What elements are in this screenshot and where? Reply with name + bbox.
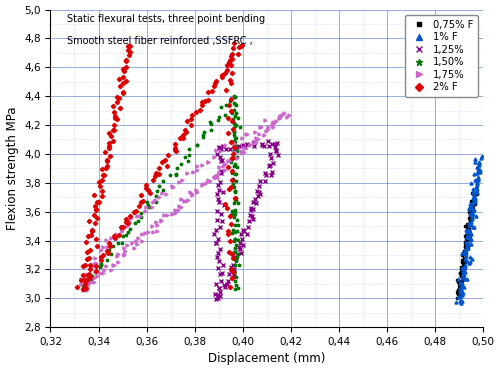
Y-axis label: Flexion strength MPa: Flexion strength MPa [6,106,18,230]
1% F [478,154,484,159]
2% F [82,286,88,290]
1% F [466,209,472,213]
2% F [184,128,190,132]
1,25% [218,280,224,284]
2% F [108,120,114,124]
0,75% F [466,236,472,240]
1,50% [95,272,101,277]
0,75% F [456,291,462,296]
0,75% F [455,295,461,299]
1,50% [231,271,237,275]
1,25% [214,296,220,300]
0,75% F [471,200,477,204]
Text: Static flexural tests, three point bending: Static flexural tests, three point bendi… [68,14,266,24]
1,25% [220,144,226,149]
1% F [474,183,480,188]
1,75% [224,149,230,154]
X-axis label: Displacement (mm): Displacement (mm) [208,352,326,365]
2% F [230,289,235,293]
Line: 2% F: 2% F [76,39,245,292]
1% F [458,301,464,306]
1,25% [219,158,225,162]
1,50% [232,110,237,115]
1,50% [230,287,235,291]
Line: 0,75% F: 0,75% F [456,191,479,300]
0,75% F [464,236,470,240]
1,75% [287,106,293,111]
1% F [462,255,468,259]
1,75% [209,171,215,175]
1,25% [264,138,270,143]
1,75% [166,208,172,213]
1% F [476,183,482,187]
0,75% F [472,190,478,194]
0,75% F [454,296,460,301]
1% F [474,179,480,183]
2% F [82,256,88,260]
1,50% [212,125,218,130]
1,25% [213,241,219,246]
Text: Smooth steel fiber reinforced ,SSFRC ,: Smooth steel fiber reinforced ,SSFRC , [68,36,253,46]
Line: 1,50%: 1,50% [77,93,241,292]
Legend: 0,75% F, 1% F, 1,25%, 1,50%, 1,75%, 2% F: 0,75% F, 1% F, 1,25%, 1,50%, 1,75%, 2% F [404,14,478,97]
1,50% [82,288,87,292]
1,75% [80,288,86,292]
2% F [124,67,130,72]
2% F [150,177,156,182]
1,50% [232,126,238,130]
1,25% [252,142,258,147]
0,75% F [458,273,464,278]
0,75% F [460,264,466,269]
0,75% F [459,270,465,275]
1,25% [216,145,222,150]
1,75% [228,161,234,166]
1,75% [82,288,88,292]
1,25% [212,296,218,301]
1,75% [284,119,290,123]
2% F [225,38,231,43]
Line: 1,25%: 1,25% [212,139,283,304]
1,50% [230,230,236,234]
1,50% [236,92,242,96]
1,75% [112,258,117,263]
1% F [458,301,464,305]
Line: 1% F: 1% F [455,155,484,305]
2% F [102,170,108,175]
1% F [460,291,466,295]
1,75% [84,288,90,292]
1,25% [218,301,224,305]
Line: 1,75%: 1,75% [78,107,292,292]
